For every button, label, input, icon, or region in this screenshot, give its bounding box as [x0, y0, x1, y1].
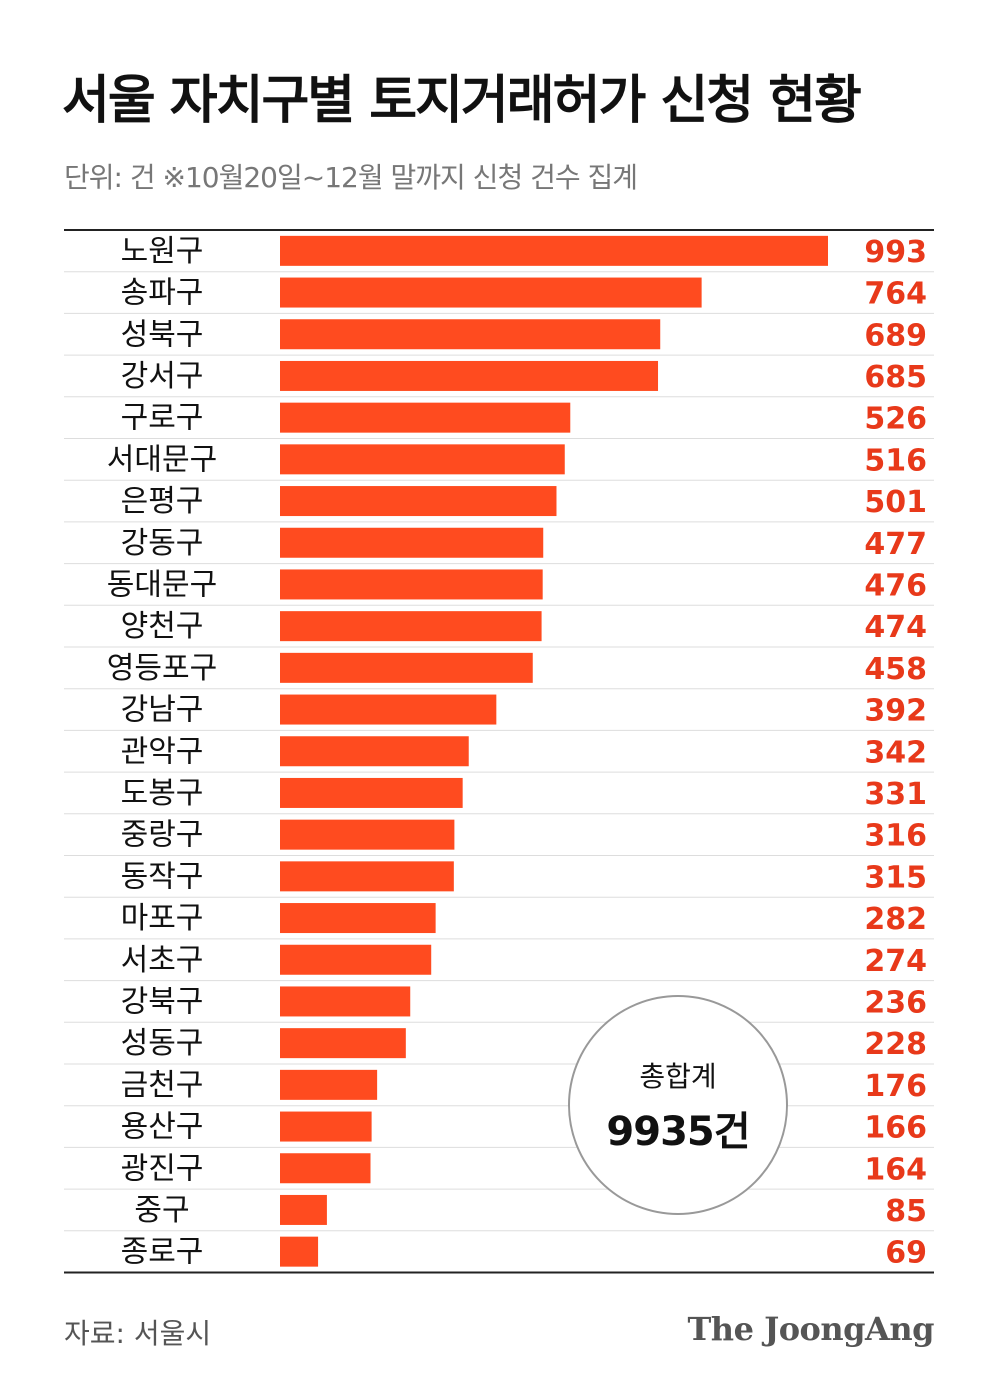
bar — [280, 903, 436, 934]
category-label: 강서구 — [121, 359, 204, 394]
category-label: 도봉구 — [121, 776, 204, 811]
bar — [280, 736, 469, 767]
bar — [280, 1153, 371, 1184]
bar — [280, 1069, 378, 1100]
total-value: 9935건 — [606, 1109, 750, 1155]
category-label: 금천구 — [121, 1068, 204, 1103]
bar — [280, 986, 411, 1017]
bar — [280, 1028, 406, 1059]
bar — [280, 1111, 372, 1142]
total-badge: 총합계 9935건 — [568, 995, 788, 1215]
bar — [280, 944, 432, 975]
category-label: 성북구 — [121, 317, 204, 352]
category-label: 노원구 — [121, 234, 204, 269]
category-label: 양천구 — [121, 609, 204, 644]
category-label: 강남구 — [121, 693, 204, 728]
value-label: 392 — [864, 694, 927, 729]
category-label: 서초구 — [121, 943, 204, 978]
value-label: 516 — [864, 443, 927, 478]
value-label: 477 — [864, 527, 927, 562]
category-label: 용산구 — [121, 1110, 204, 1145]
category-label: 동대문구 — [107, 567, 217, 602]
bar — [280, 235, 828, 266]
value-label: 236 — [864, 985, 927, 1020]
value-label: 315 — [864, 860, 927, 895]
value-label: 228 — [864, 1027, 927, 1062]
bar — [280, 527, 544, 558]
category-label: 종로구 — [121, 1235, 204, 1270]
bar — [280, 1194, 327, 1225]
value-label: 331 — [864, 777, 927, 812]
category-label: 구로구 — [121, 401, 204, 436]
bar — [280, 319, 661, 350]
bar — [280, 861, 454, 892]
value-label: 764 — [864, 277, 927, 312]
category-label: 관악구 — [121, 734, 204, 769]
value-label: 689 — [864, 318, 927, 353]
value-label: 476 — [864, 568, 927, 603]
bar — [280, 486, 557, 517]
value-label: 993 — [864, 235, 927, 270]
category-label: 은평구 — [121, 484, 204, 519]
category-label: 성동구 — [121, 1026, 204, 1061]
value-label: 458 — [864, 652, 927, 687]
bar — [280, 1236, 319, 1267]
bar — [280, 694, 497, 725]
value-label: 342 — [864, 735, 927, 770]
category-label: 강동구 — [121, 526, 204, 561]
bar — [280, 569, 543, 600]
value-label: 274 — [864, 944, 927, 979]
value-label: 316 — [864, 819, 927, 854]
category-label: 송파구 — [121, 276, 204, 311]
value-label: 166 — [864, 1111, 927, 1146]
value-label: 69 — [885, 1236, 927, 1271]
bar — [280, 402, 571, 433]
value-label: 474 — [864, 610, 927, 645]
category-label: 강북구 — [121, 984, 204, 1019]
value-label: 164 — [864, 1152, 927, 1187]
value-label: 176 — [864, 1069, 927, 1104]
bar — [280, 652, 533, 683]
bar — [280, 277, 702, 308]
value-label: 282 — [864, 902, 927, 937]
category-label: 서대문구 — [107, 442, 217, 477]
value-label: 685 — [864, 360, 927, 395]
bar — [280, 444, 565, 475]
category-label: 중구 — [134, 1193, 189, 1228]
category-label: 동작구 — [121, 859, 204, 894]
chart-title: 서울 자치구별 토지거래허가 신청 현황 — [62, 71, 862, 131]
chart-subtitle: 단위: 건 ※10월20일~12월 말까지 신청 건수 집계 — [64, 161, 638, 194]
bar — [280, 819, 455, 850]
bar — [280, 777, 463, 808]
value-label: 85 — [885, 1194, 927, 1229]
bar — [280, 611, 542, 642]
value-label: 501 — [864, 485, 927, 520]
category-label: 마포구 — [121, 901, 204, 936]
bar — [280, 360, 659, 391]
category-label: 광진구 — [121, 1151, 204, 1186]
total-label: 총합계 — [639, 1060, 717, 1093]
category-label: 영등포구 — [107, 651, 217, 686]
publisher-logo: The JoongAng — [687, 1310, 934, 1348]
source-note: 자료: 서울시 — [64, 1317, 212, 1350]
bar-chart: 노원구 993 송파구 764 성북구 689 강서구 685 구로구 526 서대문구 516 은평구… — [64, 229, 934, 1274]
value-label: 526 — [864, 402, 927, 437]
category-label: 중랑구 — [121, 818, 204, 853]
